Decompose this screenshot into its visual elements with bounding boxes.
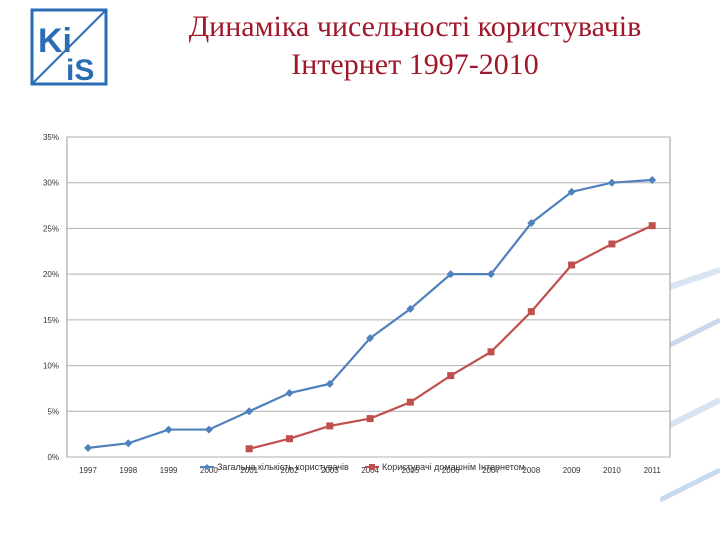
data-point-series-2	[487, 348, 495, 356]
data-point-series-1	[366, 334, 375, 343]
legend-marker-diamond	[204, 464, 210, 470]
data-point-series-2	[245, 445, 253, 453]
x-tick-label: 2003	[321, 466, 339, 475]
x-tick-label: 2000	[200, 466, 218, 475]
x-tick-label: 2001	[240, 466, 258, 475]
x-tick-label: 2006	[442, 466, 460, 475]
title-line-1: Динаміка чисельності користувачів	[188, 10, 642, 43]
data-point-series-2	[366, 415, 374, 423]
title-line-2: Інтернет 1997-2010	[291, 48, 539, 81]
y-tick-label: 10%	[43, 362, 59, 371]
x-tick-label: 2002	[281, 466, 299, 475]
y-tick-label: 20%	[43, 270, 59, 279]
legend-marker-square	[369, 464, 375, 470]
x-tick-label: 2004	[361, 466, 379, 475]
y-tick-label: 0%	[47, 453, 59, 462]
legend-label-2: Користувачі домашнім Інтернетом	[382, 462, 525, 472]
data-point-series-2	[447, 372, 455, 380]
legend-label-1: Загальна кількість користувачів	[217, 462, 349, 472]
data-point-series-1	[84, 443, 92, 452]
x-tick-label: 2005	[402, 466, 420, 475]
x-tick-label: 2008	[522, 466, 540, 475]
logo-text-is: iS	[66, 54, 94, 86]
data-point-series-2	[608, 240, 616, 248]
data-point-series-1	[164, 425, 173, 434]
data-point-series-1	[124, 439, 133, 448]
chart-legend: Загальна кількість користувачів Користува…	[200, 462, 525, 472]
y-tick-label: 30%	[43, 179, 59, 188]
data-point-series-2	[286, 435, 293, 443]
data-point-series-1	[446, 270, 455, 279]
data-point-series-1	[325, 379, 334, 388]
data-point-series-1	[245, 407, 254, 416]
x-tick-label: 2009	[563, 466, 581, 475]
data-point-series-1	[204, 425, 213, 434]
slide-title: Динаміка чисельності користувачів Інтерн…	[115, 8, 715, 84]
plot-area	[66, 136, 671, 458]
x-tick-label: 1997	[79, 466, 97, 475]
data-point-series-1	[285, 389, 294, 397]
y-tick-label: 25%	[43, 224, 59, 233]
x-tick-label: 1998	[119, 466, 137, 475]
x-tick-label: 2007	[482, 466, 500, 475]
y-tick-label: 15%	[43, 316, 59, 325]
x-tick-label: 2011	[644, 466, 662, 475]
data-point-series-1	[648, 175, 657, 184]
data-point-series-1	[607, 178, 616, 187]
data-point-series-1	[487, 270, 495, 279]
data-point-series-2	[648, 222, 656, 230]
kis-logo-icon: Ki iS	[30, 8, 108, 86]
data-point-series-1	[527, 218, 536, 227]
logo-text-ki: Ki	[38, 22, 72, 60]
data-point-series-1	[567, 187, 576, 196]
x-tick-label: 2010	[603, 466, 621, 475]
data-point-series-2	[406, 398, 414, 406]
y-tick-label: 35%	[43, 133, 59, 142]
y-tick-label: 5%	[47, 407, 59, 416]
data-point-series-2	[568, 261, 576, 269]
x-tick-label: 1999	[160, 466, 178, 475]
data-point-series-2	[527, 308, 535, 316]
data-point-series-1	[406, 304, 415, 313]
data-point-series-2	[326, 422, 334, 430]
